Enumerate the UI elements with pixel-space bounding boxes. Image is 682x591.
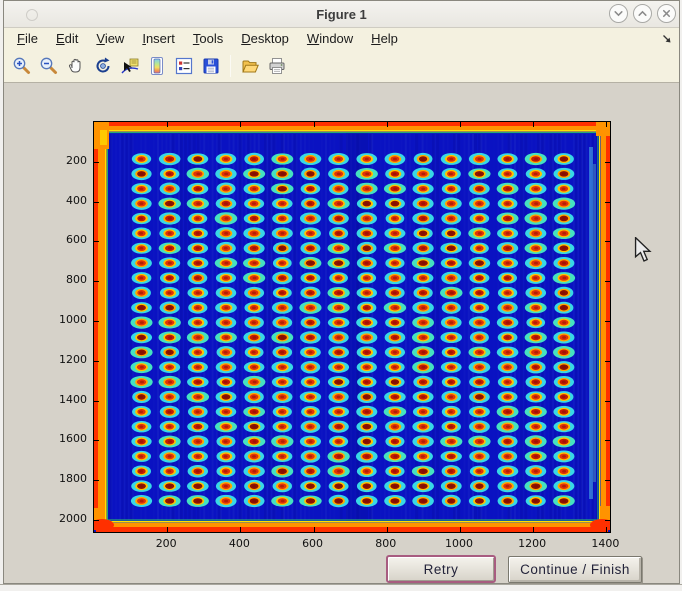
y-tick-label: 200 xyxy=(66,153,87,167)
zoom-in-icon xyxy=(13,57,30,74)
open-folder-icon xyxy=(242,60,259,73)
y-tick-label: 400 xyxy=(66,193,87,207)
axis-tick xyxy=(606,527,608,532)
toolbar-separator xyxy=(230,55,231,77)
menu-item-desktop[interactable]: Desktop xyxy=(241,31,289,46)
pan-button[interactable] xyxy=(64,53,88,79)
save-button[interactable] xyxy=(199,53,223,79)
axis-tick xyxy=(94,440,99,442)
continue-finish-button[interactable]: Continue / Finish xyxy=(508,556,642,583)
axis-tick xyxy=(313,527,315,532)
x-tick-label: 600 xyxy=(302,537,324,550)
save-icon xyxy=(203,58,219,74)
axis-tick xyxy=(605,480,610,482)
y-tick-label: 1600 xyxy=(59,432,87,446)
print-button[interactable] xyxy=(265,53,289,79)
pan-hand-icon xyxy=(68,58,81,73)
window-title: Figure 1 xyxy=(316,6,367,22)
rotate-3d-button[interactable] xyxy=(91,53,115,79)
maximize-button[interactable] xyxy=(633,4,652,23)
axis-tick xyxy=(94,201,99,203)
x-tick-label: 1200 xyxy=(518,537,547,550)
close-icon xyxy=(662,9,671,18)
axis-tick xyxy=(605,241,610,243)
axis-tick xyxy=(94,360,99,362)
axis-tick xyxy=(94,480,99,482)
heatmap-image[interactable] xyxy=(94,122,610,532)
axis-tick xyxy=(240,527,242,532)
menu-bar: File Edit View Insert Tools Desktop Window Help xyxy=(4,28,679,50)
y-tick-label: 2000 xyxy=(59,512,87,526)
zoom-in-button[interactable] xyxy=(10,53,34,79)
axis-tick xyxy=(605,400,610,402)
x-tick-label: 1400 xyxy=(591,537,620,550)
x-tick-label: 400 xyxy=(228,537,250,550)
axis-tick xyxy=(94,321,99,323)
axis-tick xyxy=(605,360,610,362)
window-controls xyxy=(609,4,676,23)
axis-tick xyxy=(94,400,99,402)
x-tick-label: 1000 xyxy=(444,537,473,550)
axis-tick xyxy=(386,122,388,127)
zoom-out-icon xyxy=(40,57,57,74)
dock-figure-icon[interactable] xyxy=(661,33,673,45)
x-tick-label: 800 xyxy=(375,537,397,550)
open-folder-button[interactable] xyxy=(238,53,262,79)
axis-tick xyxy=(605,520,610,522)
menu-item-help[interactable]: Help xyxy=(371,31,398,46)
print-icon xyxy=(269,58,285,74)
rotate-3d-icon xyxy=(96,57,110,73)
y-tick-label: 1800 xyxy=(59,472,87,486)
chevron-up-icon xyxy=(638,10,647,16)
axis-tick xyxy=(459,527,461,532)
close-button[interactable] xyxy=(657,4,676,23)
axis-tick xyxy=(533,122,535,127)
axis-tick xyxy=(533,527,535,532)
axis-tick xyxy=(386,527,388,532)
axis-tick xyxy=(605,321,610,323)
y-tick-label: 1000 xyxy=(59,313,87,327)
menu-item-window[interactable]: Window xyxy=(306,31,354,46)
axis-tick xyxy=(605,281,610,283)
figure-toolbar xyxy=(4,50,679,83)
legend-icon xyxy=(175,57,193,75)
colorbar-icon xyxy=(151,57,163,75)
axis-tick xyxy=(167,122,169,127)
chevron-down-icon xyxy=(614,11,623,17)
axis-tick xyxy=(313,122,315,127)
axis-tick xyxy=(605,161,610,163)
menu-item-tools[interactable]: Tools xyxy=(192,31,224,46)
axis-tick xyxy=(240,122,242,127)
title-bar[interactable]: Figure 1 xyxy=(4,1,679,28)
y-tick-label: 800 xyxy=(66,273,87,287)
axis-tick xyxy=(94,241,99,243)
menu-item-view[interactable]: View xyxy=(96,31,125,46)
y-tick-label: 1200 xyxy=(59,352,87,366)
retry-button[interactable]: Retry xyxy=(386,555,496,583)
window-bottom-edge xyxy=(0,584,682,591)
menu-item-edit[interactable]: Edit xyxy=(55,31,79,46)
x-tick-label: 200 xyxy=(155,537,177,550)
axis-tick xyxy=(606,122,608,127)
menu-item-insert[interactable]: Insert xyxy=(142,31,175,46)
data-cursor-icon xyxy=(121,58,139,74)
minimize-button[interactable] xyxy=(609,4,628,23)
axis-tick xyxy=(605,440,610,442)
axis-tick xyxy=(605,201,610,203)
colorbar-button[interactable] xyxy=(145,53,169,79)
axis-tick xyxy=(459,122,461,127)
axis-tick xyxy=(167,527,169,532)
data-cursor-button[interactable] xyxy=(118,53,142,79)
axis-tick xyxy=(94,520,99,522)
window-menu-icon[interactable] xyxy=(26,9,38,21)
menu-item-file[interactable]: File xyxy=(17,31,38,46)
y-tick-label: 600 xyxy=(66,233,87,247)
plot-axes[interactable] xyxy=(93,121,611,533)
insert-legend-button[interactable] xyxy=(172,53,196,79)
axis-tick xyxy=(94,281,99,283)
zoom-out-button[interactable] xyxy=(37,53,61,79)
axis-tick xyxy=(94,161,99,163)
y-tick-label: 1400 xyxy=(59,392,87,406)
